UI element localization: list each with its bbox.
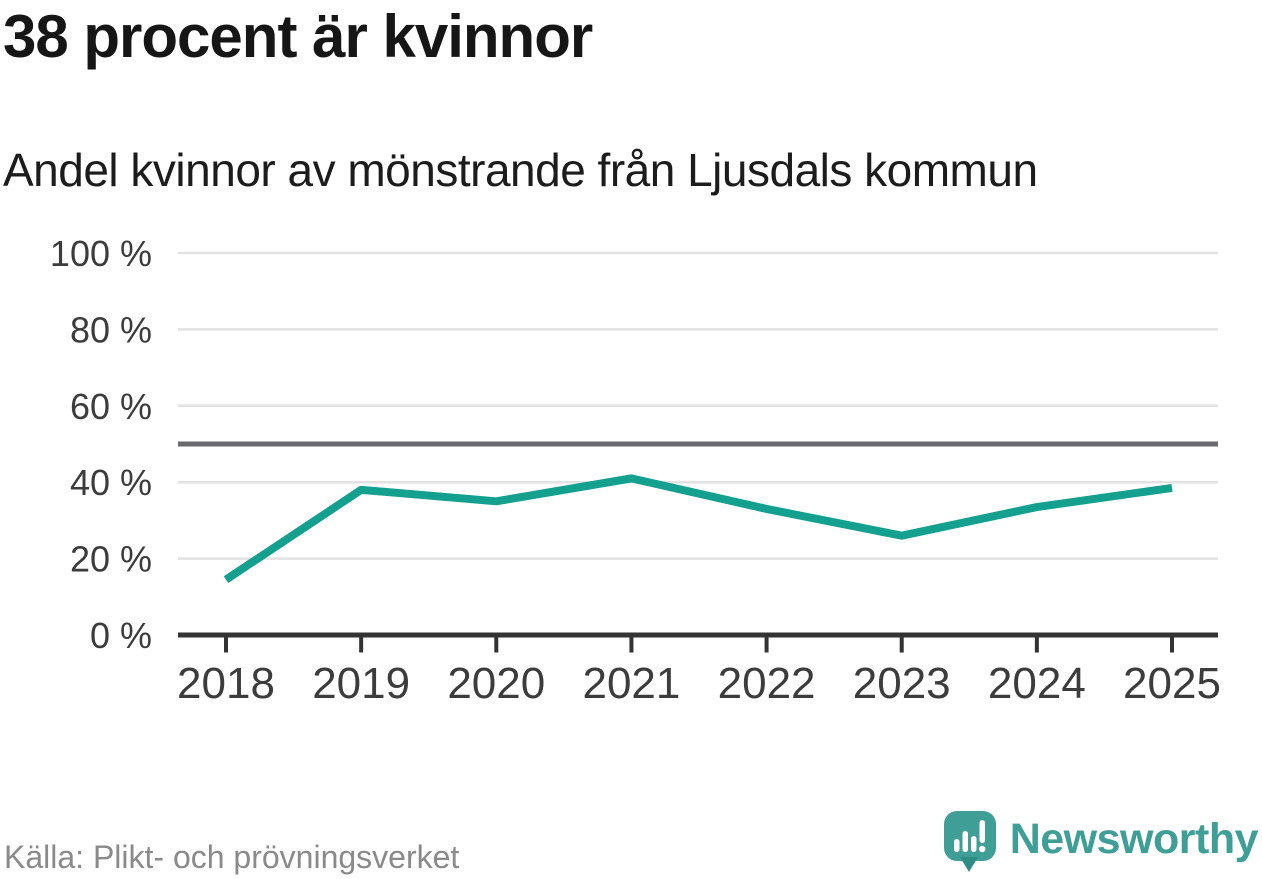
- x-tick-label: 2022: [718, 659, 816, 708]
- x-tick-label: 2018: [177, 659, 275, 708]
- brand-logo: Newsworthy: [943, 810, 1259, 874]
- x-tick-label: 2019: [312, 659, 410, 708]
- y-tick-label: 100 %: [50, 233, 152, 274]
- newsworthy-logo-icon: [943, 811, 996, 872]
- logo-bar-2: [962, 831, 968, 852]
- logo-bar-3: [970, 836, 977, 852]
- x-tick-label: 2024: [988, 659, 1086, 708]
- chart-subtitle: Andel kvinnor av mönstrande från Ljusdal…: [3, 144, 1038, 196]
- x-tick-label: 2020: [447, 659, 545, 708]
- logo-bubble-tail: [959, 857, 978, 872]
- y-tick-label: 0 %: [90, 615, 152, 656]
- logo-bubble: [943, 811, 996, 861]
- brand-wordmark: Newsworthy: [1009, 814, 1259, 863]
- data-line: [223, 474, 1173, 583]
- source-note: Källa: Plikt- och prövningsverket: [4, 839, 460, 875]
- x-tick-label: 2025: [1123, 659, 1221, 708]
- x-tick-label: 2021: [582, 659, 680, 708]
- y-tick-label: 20 %: [70, 539, 152, 580]
- logo-exclamation-stem: [979, 820, 985, 843]
- x-tick-label: 2023: [853, 659, 951, 708]
- logo-exclamation-dot: [978, 845, 986, 853]
- chart-title: 38 procent är kvinnor: [3, 3, 593, 70]
- y-tick-label: 60 %: [70, 386, 152, 427]
- logo-bar-1: [953, 839, 960, 852]
- y-tick-label: 80 %: [70, 309, 152, 350]
- y-tick-label: 40 %: [70, 462, 152, 503]
